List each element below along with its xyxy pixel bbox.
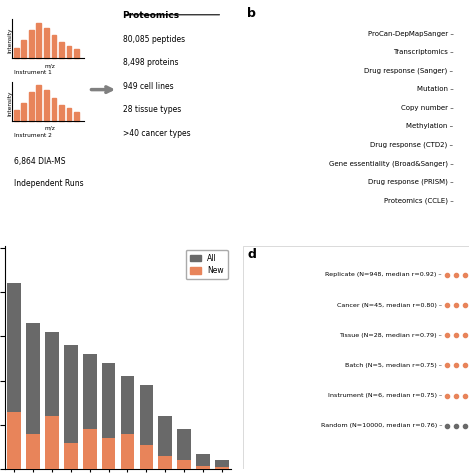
Bar [8,411,21,469]
Bar [52,98,56,121]
Bar [64,443,78,469]
Text: Drug response (Sanger) –: Drug response (Sanger) – [365,68,454,74]
Bar [139,445,153,469]
Text: Methylation –: Methylation – [406,123,454,129]
Bar [102,363,115,469]
Bar [14,110,18,121]
Bar [74,112,79,121]
Bar [45,332,59,469]
Bar [158,456,172,469]
Legend: All, New: All, New [186,250,228,279]
Text: ProCan-DepMapSanger –: ProCan-DepMapSanger – [367,31,454,37]
Text: Batch (N=5, median r=0.75) –: Batch (N=5, median r=0.75) – [345,363,442,368]
Text: 28 tissue types: 28 tissue types [123,105,181,114]
Bar [215,460,228,469]
Text: 6,864 DIA-MS: 6,864 DIA-MS [14,156,65,165]
Bar [52,35,56,58]
Bar [14,47,18,58]
Bar [64,345,78,469]
Bar [29,30,34,58]
Bar [83,429,97,469]
Text: Transcriptomics –: Transcriptomics – [393,49,454,55]
Text: Cancer (N=45, median r=0.80) –: Cancer (N=45, median r=0.80) – [337,302,442,308]
Bar [215,467,228,469]
Bar [21,40,26,58]
Bar [196,454,210,469]
Bar [177,460,191,469]
Bar [139,385,153,469]
Bar [74,49,79,58]
Bar [121,376,134,469]
Text: Random (N=10000, median r=0.76) –: Random (N=10000, median r=0.76) – [320,423,442,428]
Text: Copy number –: Copy number – [401,105,454,111]
Bar [177,429,191,469]
Text: 80,085 peptides: 80,085 peptides [123,35,185,44]
Text: m/z: m/z [45,126,55,131]
Text: d: d [247,248,256,261]
Bar [83,354,97,469]
Text: Gene essentiality (Broad&Sanger) –: Gene essentiality (Broad&Sanger) – [328,160,454,167]
Text: 949 cell lines: 949 cell lines [123,82,173,91]
Bar [59,105,64,121]
Bar [29,92,34,121]
Text: m/z: m/z [45,63,55,68]
Bar [44,28,49,58]
Text: Mutation –: Mutation – [417,86,454,92]
Bar [59,42,64,58]
Text: Instrument 2: Instrument 2 [14,133,52,137]
Bar [21,103,26,121]
Bar [158,416,172,469]
Bar [67,46,72,58]
Bar [8,283,21,469]
Text: b: b [247,7,256,20]
Text: Drug response (PRISM) –: Drug response (PRISM) – [368,179,454,185]
Bar [44,91,49,121]
Bar [45,416,59,469]
Text: Drug response (CTD2) –: Drug response (CTD2) – [370,142,454,148]
Text: Proteomics: Proteomics [123,11,180,20]
Text: >40 cancer types: >40 cancer types [123,128,190,137]
Text: Instrument 1: Instrument 1 [14,70,52,75]
Bar [102,438,115,469]
Text: Instrument (N=6, median r=0.75) –: Instrument (N=6, median r=0.75) – [328,393,442,398]
Text: 8,498 proteins: 8,498 proteins [123,58,178,67]
Text: Tissue (N=28, median r=0.79) –: Tissue (N=28, median r=0.79) – [339,333,442,338]
Text: Intensity: Intensity [7,27,12,53]
Bar [36,23,41,58]
Bar [26,323,40,469]
Text: Independent Runs: Independent Runs [14,179,83,188]
Bar [196,466,210,469]
Bar [36,85,41,121]
Text: Replicate (N=948, median r=0.92) –: Replicate (N=948, median r=0.92) – [326,273,442,277]
Bar [26,434,40,469]
Text: Intensity: Intensity [7,90,12,116]
Text: Proteomics (CCLE) –: Proteomics (CCLE) – [383,197,454,204]
Bar [67,109,72,121]
Bar [121,434,134,469]
